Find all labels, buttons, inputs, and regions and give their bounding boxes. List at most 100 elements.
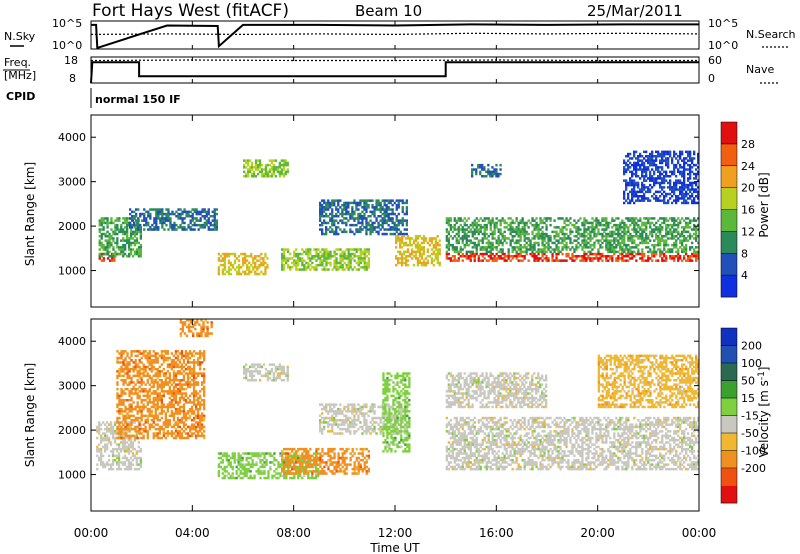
echo-cell [128,239,131,242]
echo-cell [170,390,173,393]
echo-cell [109,259,112,262]
echo-cell [335,268,338,271]
echo-cell [109,465,113,469]
echo-cell [535,232,538,236]
echo-cell [178,436,182,440]
echo-cell [126,365,129,369]
echo-cell [404,237,408,240]
echo-cell [569,257,572,260]
echo-cell [393,201,396,205]
echo-cell [657,230,660,234]
echo-cell [671,159,674,162]
echo-cell [134,387,137,391]
echo-cell [194,376,198,380]
echo-cell [299,268,302,271]
echo-cell [471,170,474,174]
echo-cell [335,208,338,211]
echo-cell [633,223,636,227]
echo-cell [369,199,372,202]
echo-cell [587,255,590,258]
colorbar-tick-label: 4 [741,269,748,282]
echo-cell [363,259,366,262]
echo-cell [349,217,352,220]
echo-cell [128,246,131,249]
echo-cell [367,203,370,207]
echo-cell [591,257,594,260]
echo-cell [643,166,646,169]
echo-cell [685,237,688,240]
echo-cell [116,374,119,378]
echo-cell [183,221,186,225]
echo-cell [605,237,608,240]
echo-cell [389,208,392,211]
echo-cell [128,241,131,245]
echo-cell [595,235,598,238]
echo-cell [585,230,588,234]
echo-cell [507,252,510,256]
echo-cell [178,372,182,375]
echo-cell [395,230,398,234]
echo-cell [679,219,682,222]
echo-cell [162,381,165,384]
echo-cell [523,235,526,238]
echo-cell [531,243,534,247]
echo-cell [178,425,182,429]
echo-cell [211,210,214,214]
echo-cell [633,188,636,191]
echo-cell [147,210,150,214]
echo-cell [331,208,334,211]
echo-cell [347,219,350,222]
echo-cell [361,257,364,260]
echo-cell [414,255,418,258]
echo-cell [132,392,135,395]
echo-cell [489,248,492,251]
echo-cell [254,255,257,258]
echo-cell [104,465,107,469]
echo-cell [405,206,408,209]
echo-cell [391,203,394,207]
echo-cell [323,206,326,209]
echo-cell [122,416,125,420]
echo-cell [451,255,454,258]
echo-cell [671,226,674,229]
echo-cell [353,232,356,236]
echo-cell [563,237,566,240]
echo-cell [158,374,161,378]
echo-cell [661,150,664,154]
echo-cell [166,419,169,422]
echo-cell [691,188,694,191]
echo-cell [122,361,125,364]
echo-cell [123,441,127,444]
echo-cell [347,206,350,209]
echo-cell [305,248,308,251]
echo-cell [207,208,210,211]
echo-cell [619,232,622,236]
echo-cell [126,230,129,234]
echo-cell [631,228,634,231]
echo-cell [176,390,180,393]
echo-cell [247,172,250,176]
echo-cell [199,223,202,227]
echo-cell [410,248,414,251]
echo-cell [116,416,119,420]
echo-cell [653,217,656,220]
echo-cell [395,257,398,260]
echo-cell [167,215,170,218]
echo-cell [160,381,163,384]
echo-cell [635,161,638,165]
echo-cell [359,230,362,234]
echo-cell [445,250,448,254]
echo-cell [643,259,646,262]
echo-cell [487,219,490,222]
echo-cell [689,232,692,236]
echo-cell [160,356,163,360]
echo-cell [637,230,640,234]
echo-cell [695,188,698,191]
echo-cell [174,361,178,364]
echo-cell [473,243,476,247]
echo-cell [579,259,582,262]
echo-cell [627,159,630,162]
echo-cell [317,263,320,267]
echo-cell [125,436,129,440]
echo-cell [665,239,668,242]
